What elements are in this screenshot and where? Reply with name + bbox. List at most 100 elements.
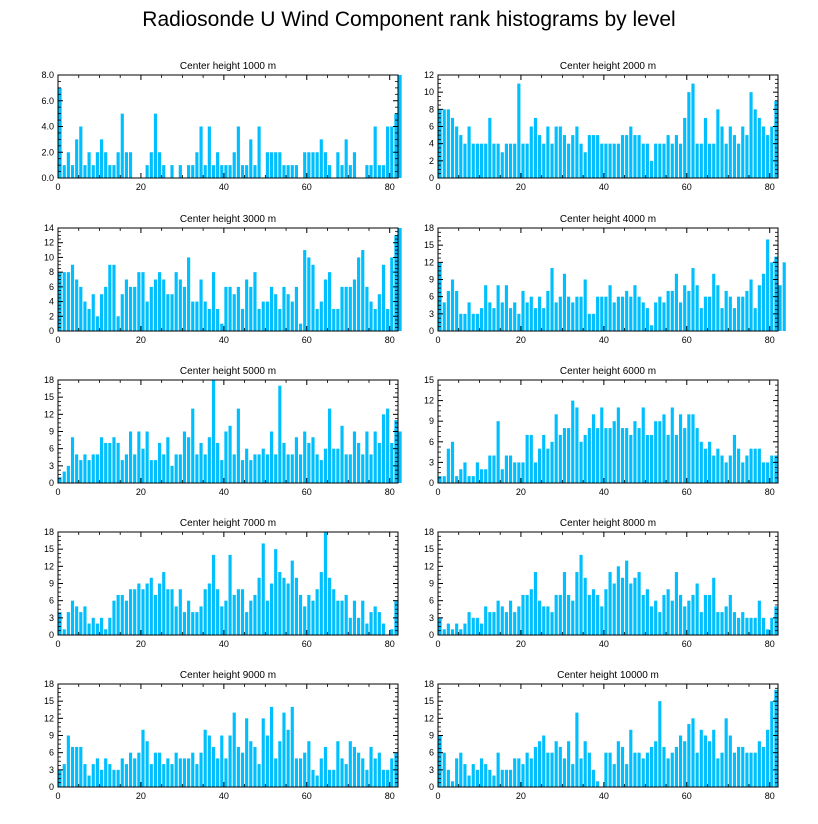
histogram-bar xyxy=(724,143,728,178)
histogram-bar xyxy=(361,250,365,331)
x-tick-label: 20 xyxy=(136,791,146,801)
histogram-bar xyxy=(766,239,770,331)
histogram-bar xyxy=(249,139,253,179)
histogram-bar xyxy=(87,775,91,787)
histogram-bar xyxy=(720,126,724,178)
histogram-bar xyxy=(265,454,269,483)
y-tick-label: 6.0 xyxy=(41,96,54,106)
histogram-bar xyxy=(178,758,182,787)
histogram-bar xyxy=(732,612,737,635)
histogram-bar xyxy=(369,165,373,179)
histogram-bar xyxy=(290,560,294,635)
histogram-bar xyxy=(554,741,558,787)
histogram-bar xyxy=(737,746,741,787)
histogram-bar xyxy=(471,764,475,787)
histogram-bar xyxy=(207,583,211,635)
histogram-bar xyxy=(670,290,674,331)
histogram-bar xyxy=(298,594,303,635)
histogram-bar xyxy=(654,421,658,483)
histogram-bar xyxy=(529,758,533,787)
histogram-bar xyxy=(687,414,691,483)
histogram-bar xyxy=(674,135,678,178)
histogram-bar xyxy=(475,313,479,331)
histogram-bar xyxy=(87,623,91,635)
histogram-bar xyxy=(216,308,220,331)
x-tick-label: 60 xyxy=(682,335,692,345)
y-tick-label: 0 xyxy=(429,630,434,640)
histogram-bar xyxy=(513,143,517,178)
x-tick-label: 40 xyxy=(599,182,609,192)
panel-title: Center height 7000 m xyxy=(180,518,276,529)
histogram-bar xyxy=(187,165,191,179)
histogram-bar xyxy=(112,264,116,331)
y-tick-label: 6 xyxy=(49,444,54,454)
histogram-bar xyxy=(261,448,265,483)
histogram-bar xyxy=(303,250,307,331)
histogram-bar xyxy=(554,126,558,178)
histogram-bar xyxy=(488,117,492,178)
histogram-bar xyxy=(373,431,377,483)
histogram-bar xyxy=(137,272,141,331)
histogram-bar xyxy=(674,434,678,483)
y-tick-label: 6 xyxy=(49,748,54,758)
histogram-bar xyxy=(749,92,753,178)
y-tick-label: 0 xyxy=(429,782,434,792)
histogram-bar xyxy=(344,286,348,331)
x-tick-label: 0 xyxy=(435,182,440,192)
histogram-bar xyxy=(674,572,678,635)
histogram-bar xyxy=(571,600,575,635)
histogram-bar xyxy=(195,152,199,178)
histogram-bar xyxy=(732,434,737,483)
histogram-bar xyxy=(245,279,249,331)
histogram-bar xyxy=(712,143,716,178)
x-tick-label: 20 xyxy=(136,335,146,345)
histogram-bar xyxy=(695,752,699,787)
histogram-bar xyxy=(737,448,741,483)
histogram-bar xyxy=(340,600,344,635)
histogram-bar xyxy=(467,775,471,787)
histogram-bar xyxy=(508,769,513,787)
histogram-bar xyxy=(336,152,340,178)
x-tick-label: 60 xyxy=(302,487,312,497)
histogram-bar xyxy=(442,302,446,331)
histogram-bar xyxy=(459,313,463,331)
histogram-bar xyxy=(513,462,517,483)
histogram-bar xyxy=(749,617,753,635)
histogram-bar xyxy=(587,428,591,483)
histogram-bar xyxy=(348,617,352,635)
histogram-bar xyxy=(504,285,508,331)
histogram-bar xyxy=(538,135,542,178)
histogram-bar xyxy=(141,272,145,331)
y-tick-label: 15 xyxy=(44,392,54,402)
histogram-bar xyxy=(708,741,712,787)
histogram-bar xyxy=(112,165,116,179)
histogram-bar xyxy=(471,143,475,178)
histogram-bar xyxy=(174,272,178,331)
histogram-bar xyxy=(390,442,394,483)
histogram-bar xyxy=(253,454,257,483)
x-tick-label: 0 xyxy=(55,487,60,497)
histogram-bar xyxy=(546,126,550,178)
histogram-bar xyxy=(274,549,278,635)
histogram-bar xyxy=(116,769,120,787)
histogram-bar xyxy=(315,775,319,787)
histogram-bar xyxy=(182,758,187,787)
histogram-bar xyxy=(492,612,496,635)
histogram-bar xyxy=(525,302,529,331)
histogram-bar xyxy=(315,589,319,635)
histogram-bar xyxy=(546,290,550,331)
histogram-bar xyxy=(66,465,70,483)
y-tick-label: 15 xyxy=(44,696,54,706)
histogram-bar xyxy=(666,290,670,331)
x-tick-label: 0 xyxy=(435,487,440,497)
y-tick-label: 12 xyxy=(44,238,54,248)
histogram-panel-2: Center height 2000 m 0 20 40 60 80 0 2 4 6 8 10 12 xyxy=(424,61,779,192)
histogram-bar xyxy=(83,454,87,483)
histogram-bar xyxy=(708,441,712,483)
histogram-bar xyxy=(145,431,149,483)
histogram-bar xyxy=(658,421,662,483)
histogram-bar xyxy=(95,454,99,483)
histogram-bar xyxy=(261,718,265,787)
histogram-bar xyxy=(678,143,683,178)
panel-title: Center height 5000 m xyxy=(180,366,276,377)
